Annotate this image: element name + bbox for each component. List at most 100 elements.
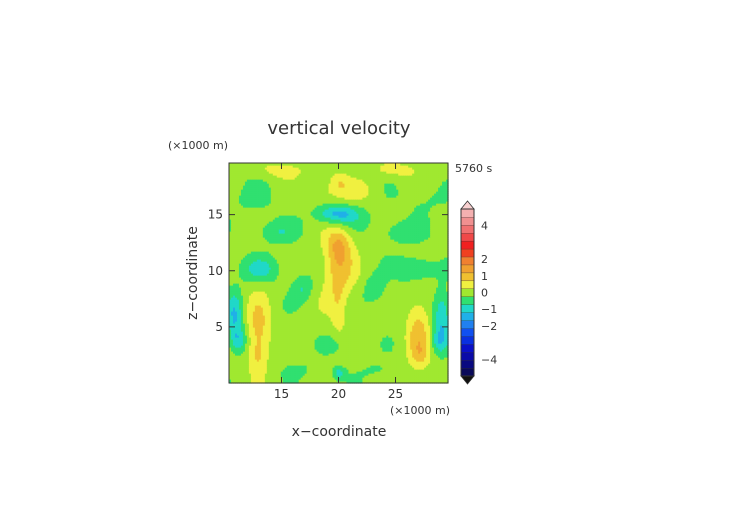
field-cell [318,319,322,322]
field-cell [332,323,336,326]
field-cell [348,365,352,368]
field-cell [348,367,352,370]
field-cell [360,367,363,370]
field-cell [254,379,258,382]
field-cell [422,311,425,314]
field-cell [330,373,334,376]
field-cell [236,335,240,338]
field-cell [438,361,441,364]
field-cell [342,343,346,346]
field-cell [316,341,320,344]
field-cell [352,299,356,302]
field-cell [346,361,350,364]
field-cell [376,317,379,320]
field-cell [304,341,308,344]
field-cell [260,297,264,300]
field-cell [312,351,316,354]
field-cell [316,365,320,368]
field-cell [306,317,310,320]
field-cell [274,353,278,356]
field-cell [316,299,320,302]
field-cell [342,339,346,342]
field-cell [370,323,373,326]
field-cell [236,359,240,362]
field-cell [360,371,363,374]
field-cell [266,303,270,306]
field-cell [256,371,260,374]
field-cell [356,377,360,380]
field-cell [412,297,415,300]
field-cell [256,335,260,338]
field-cell [408,339,411,342]
field-cell [344,341,348,344]
field-cell [336,315,340,318]
field-cell [432,309,435,312]
field-cell [238,325,242,328]
field-cell [320,295,324,298]
field-cell [404,347,407,350]
field-cell [430,339,433,342]
field-cell [334,331,338,334]
field-cell [436,365,439,368]
field-cell [442,381,445,384]
field-cell [426,311,429,314]
field-cell [332,307,336,310]
field-cell [330,353,334,356]
field-cell [392,345,395,348]
field-cell [306,319,310,322]
field-cell [242,369,246,372]
field-cell [230,331,234,334]
field-cell [412,321,415,324]
field-cell [288,351,292,354]
field-cell [346,325,350,328]
field-cell [436,377,439,380]
field-cell [392,323,395,326]
field-cell [268,377,272,380]
field-cell [366,331,369,334]
field-cell [244,311,248,314]
field-cell [424,349,427,352]
field-cell [404,327,407,330]
field-cell [276,301,280,304]
field-cell [374,313,377,316]
field-cell [260,373,264,376]
field-cell [376,297,379,300]
field-cell [246,347,250,350]
field-cell [364,367,367,370]
field-cell [362,299,365,302]
field-cell [422,345,425,348]
field-cell [400,347,403,350]
field-cell [232,359,236,362]
field-cell [284,373,288,376]
field-cell [406,363,409,366]
field-cell [388,349,391,352]
field-cell [398,299,401,302]
field-cell [362,313,365,316]
field-cell [254,333,258,336]
field-cell [444,357,447,360]
field-cell [420,339,423,342]
field-cell [234,379,238,382]
field-cell [430,307,433,310]
field-cell [272,349,276,352]
field-cell [336,301,340,304]
field-cell [288,325,292,328]
field-cell [368,361,371,364]
field-cell [244,295,248,298]
field-cell [290,381,294,384]
field-cell [298,333,302,336]
field-cell [274,347,278,350]
field-cell [436,295,439,298]
field-cell [244,351,248,354]
field-cell [288,339,292,342]
field-cell [342,341,346,344]
field-cell [308,319,312,322]
field-cell [310,345,314,348]
field-cell [348,351,352,354]
field-cell [310,357,314,360]
field-cell [392,321,395,324]
field-cell [380,293,383,296]
field-cell [372,309,375,312]
field-cell [252,319,256,322]
field-cell [422,369,425,372]
